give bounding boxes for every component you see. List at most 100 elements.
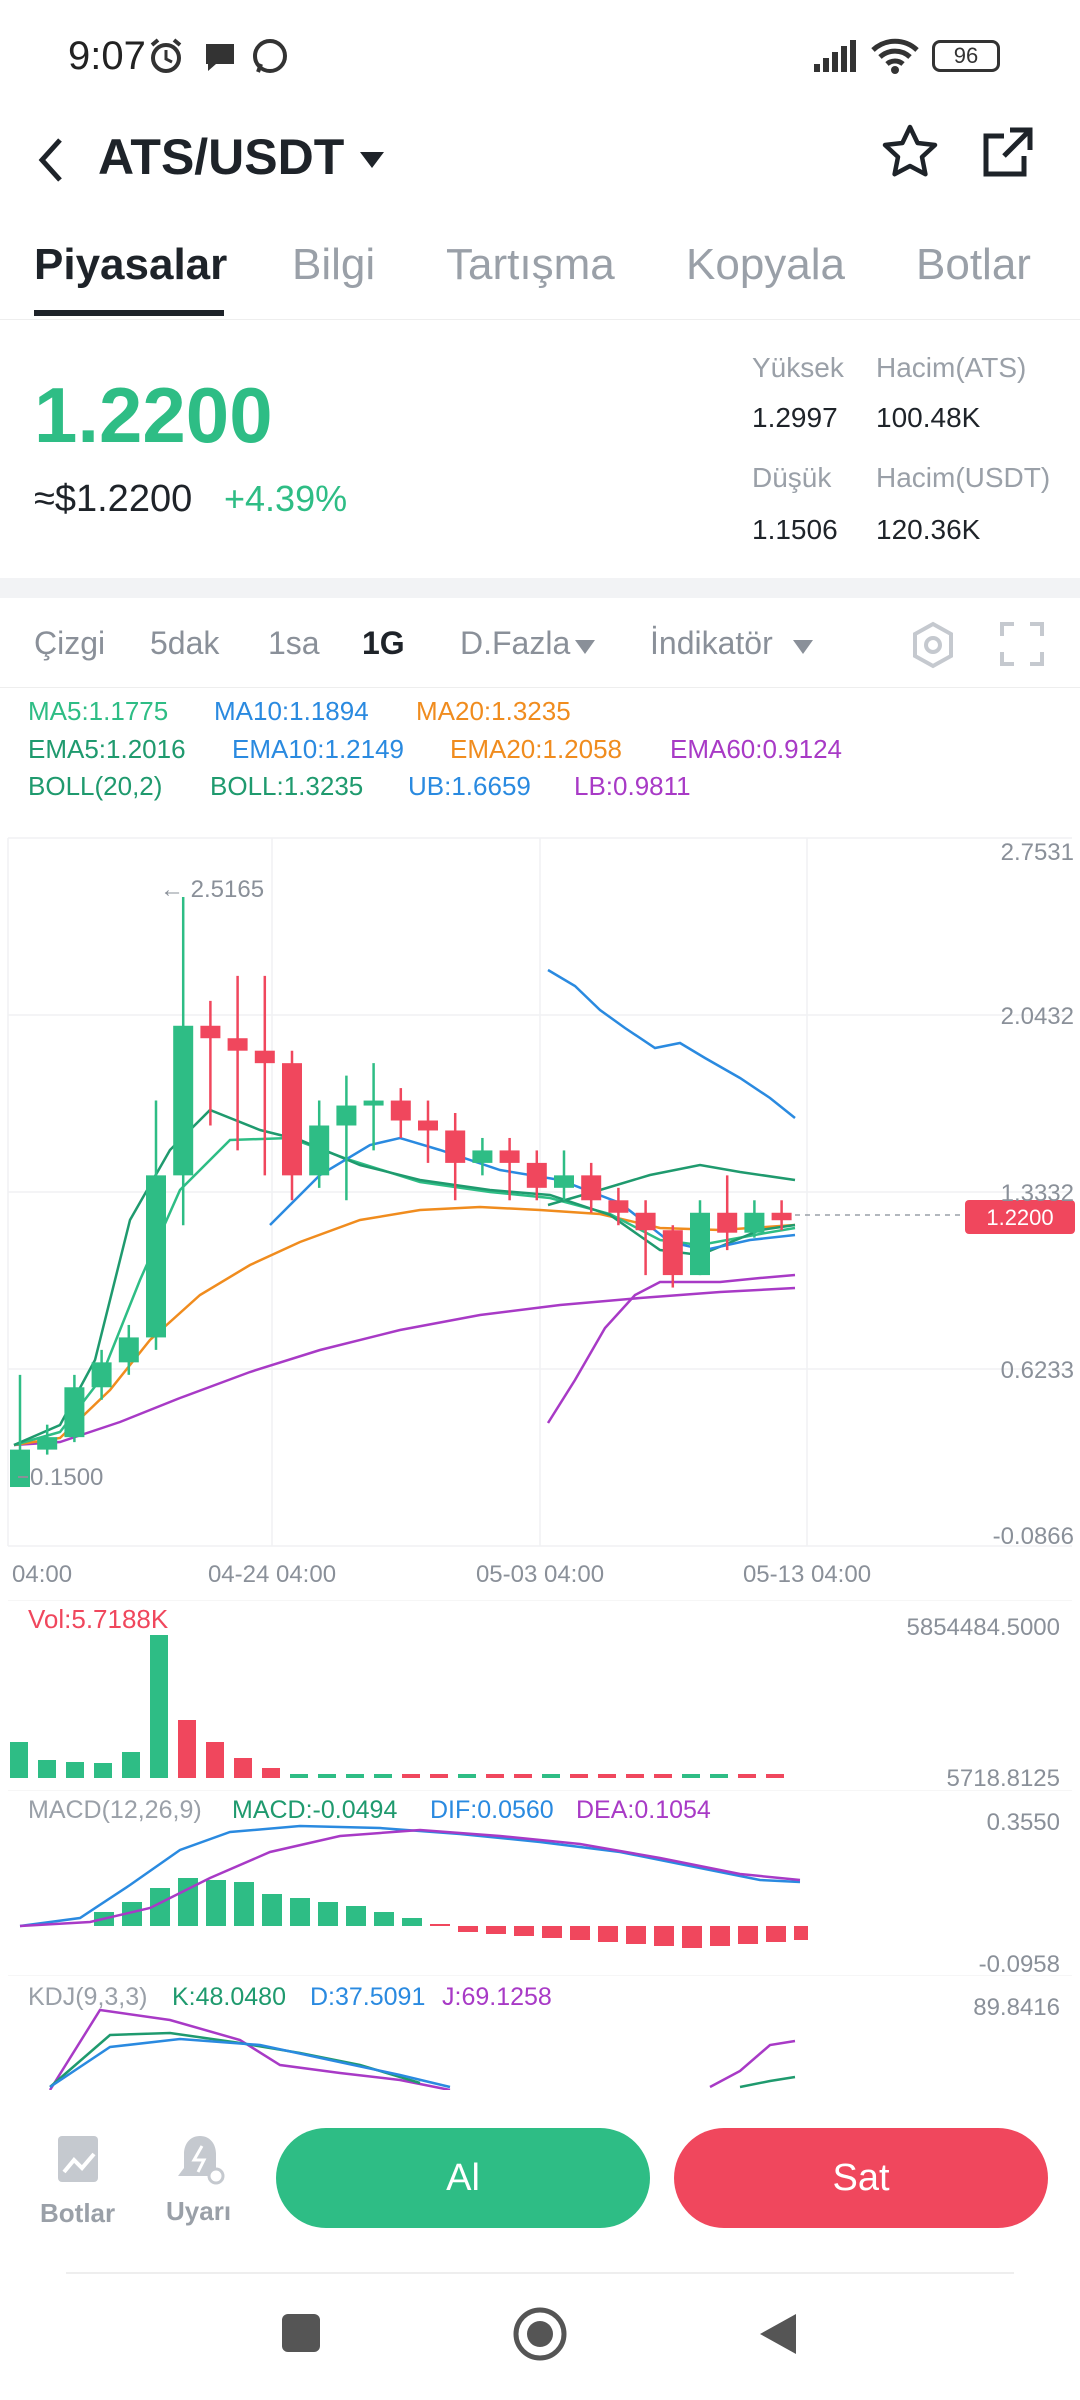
candle-body xyxy=(526,1162,547,1188)
volume-bar xyxy=(10,1742,28,1778)
bots-label[interactable]: Botlar xyxy=(40,2198,116,2228)
share-icon[interactable] xyxy=(980,124,1036,180)
tab-piyasalar[interactable]: Piyasalar xyxy=(34,240,228,289)
wifi-icon xyxy=(871,38,919,74)
candle-body xyxy=(227,1038,248,1051)
volume-bar xyxy=(374,1774,392,1778)
candles xyxy=(10,896,792,1488)
candle-body xyxy=(363,1100,384,1106)
alert-label[interactable]: Uyarı xyxy=(166,2196,232,2226)
section-divider xyxy=(0,578,1080,598)
candle-body xyxy=(771,1212,792,1221)
candle-body xyxy=(118,1337,139,1363)
volume-bar xyxy=(38,1760,56,1778)
interval-line[interactable]: Çizgi xyxy=(34,625,106,661)
candle-body xyxy=(418,1120,438,1131)
boll-mid-value: BOLL:1.3235 xyxy=(210,771,364,801)
signal-icon xyxy=(814,40,856,72)
status-time: 9:07 xyxy=(68,34,146,78)
indicator-dropdown[interactable]: İndikatör xyxy=(650,625,773,661)
interval-1d[interactable]: 1G xyxy=(362,625,405,661)
candle-body xyxy=(146,1175,166,1338)
candle-body xyxy=(64,1387,85,1438)
low-value: 1.1506 xyxy=(752,514,838,545)
volume-bar xyxy=(206,1742,224,1778)
favorite-star-icon[interactable] xyxy=(880,122,940,182)
vol-base-value: 100.48K xyxy=(876,402,981,433)
kdj-k-line xyxy=(49,2031,421,2088)
interval-1h[interactable]: 1sa xyxy=(268,625,320,661)
candle-body xyxy=(445,1130,466,1163)
candle-body xyxy=(608,1200,629,1213)
candle-body xyxy=(200,1025,221,1039)
battery-level: 96 xyxy=(953,43,979,68)
macd-dea-line xyxy=(19,1828,801,1928)
macd-chart: MACD(12,26,9) MACD:-0.0494 DIF:0.0560 DE… xyxy=(8,1790,1072,1975)
volume-bar xyxy=(682,1774,700,1778)
candle-body xyxy=(10,1449,30,1488)
alert-icon[interactable] xyxy=(172,2132,228,2188)
candle-body xyxy=(37,1437,58,1450)
y-tick-0: 2.7531 xyxy=(1001,839,1074,866)
volume-bar xyxy=(738,1774,756,1778)
volume-bar xyxy=(626,1774,644,1778)
interval-5m[interactable]: 5dak xyxy=(150,625,220,661)
home-icon[interactable] xyxy=(512,2306,568,2362)
more-dropdown-icon[interactable] xyxy=(574,638,596,656)
boll-lower-line xyxy=(546,1273,796,1424)
alarm-icon xyxy=(150,38,182,73)
kdj-j-line-right xyxy=(709,2039,796,2089)
candle-body xyxy=(173,1025,194,1176)
ma5-value: MA5:1.1775 xyxy=(28,696,169,726)
y-tick-3: 0.6233 xyxy=(1001,1357,1074,1384)
volume-bar xyxy=(458,1774,476,1778)
x-tick-0: 04:00 xyxy=(12,1561,72,1588)
high-value: 1.2997 xyxy=(752,402,838,433)
tab-bilgi[interactable]: Bilgi xyxy=(292,240,376,289)
macd-dea: DEA:0.1054 xyxy=(576,1796,711,1824)
bots-icon[interactable] xyxy=(52,2132,108,2188)
ema5-line xyxy=(13,1108,796,1447)
battery-icon: 96 xyxy=(932,40,1000,72)
ema10-value: EMA10:1.2149 xyxy=(232,734,405,764)
candle-body xyxy=(336,1105,357,1126)
volume-bar xyxy=(150,1635,168,1778)
sell-button[interactable]: Sat xyxy=(674,2128,1048,2228)
macd-histogram xyxy=(94,1878,808,1948)
ema5-value: EMA5:1.2016 xyxy=(28,734,186,764)
min-price-label: 0.1500 xyxy=(30,1464,103,1491)
volume-bar xyxy=(598,1774,616,1778)
candlestick-chart[interactable]: 1.2200 2.7531 2.0432 1.3332 0.6233 -0.08… xyxy=(0,820,1080,1600)
macd-dif-line xyxy=(19,1824,801,1928)
pair-title[interactable]: ATS/USDT xyxy=(98,129,345,185)
settings-hexagon-icon[interactable] xyxy=(908,620,958,670)
volume-bar xyxy=(402,1774,420,1778)
max-price-label: ← 2.5165 xyxy=(160,876,264,903)
vol-quote-label: Hacim(USDT) xyxy=(876,462,1051,493)
more-intervals-dropdown[interactable]: D.Fazla xyxy=(460,625,571,661)
fullscreen-icon[interactable] xyxy=(998,620,1046,668)
chart-toolbar xyxy=(0,598,1080,688)
volume-bar xyxy=(430,1774,448,1778)
back-nav-icon[interactable] xyxy=(756,2312,800,2356)
chat-icon xyxy=(206,44,234,71)
volume-label: Vol:5.7188K xyxy=(28,1604,169,1634)
volume-bars xyxy=(10,1635,784,1778)
candle-body xyxy=(581,1175,602,1201)
recent-apps-icon[interactable] xyxy=(280,2312,322,2354)
boll-upper-value: UB:1.6659 xyxy=(408,771,531,801)
tab-tartisma[interactable]: Tartışma xyxy=(446,240,615,289)
tab-kopyala[interactable]: Kopyala xyxy=(686,240,846,289)
x-tick-1: 04-24 04:00 xyxy=(208,1561,336,1588)
macd-value: MACD:-0.0494 xyxy=(232,1796,397,1824)
boll-params: BOLL(20,2) xyxy=(28,771,163,801)
ema20-value: EMA20:1.2058 xyxy=(450,734,623,764)
ma10-value: MA10:1.1894 xyxy=(214,696,369,726)
last-price-tag xyxy=(965,1200,1075,1234)
tab-botlar[interactable]: Botlar xyxy=(916,240,1031,289)
back-arrow-icon[interactable] xyxy=(30,130,70,190)
indicator-dropdown-icon[interactable] xyxy=(792,638,814,656)
pair-dropdown-icon[interactable] xyxy=(358,148,386,172)
buy-button[interactable]: Al xyxy=(276,2128,650,2228)
candle-body xyxy=(662,1230,683,1276)
